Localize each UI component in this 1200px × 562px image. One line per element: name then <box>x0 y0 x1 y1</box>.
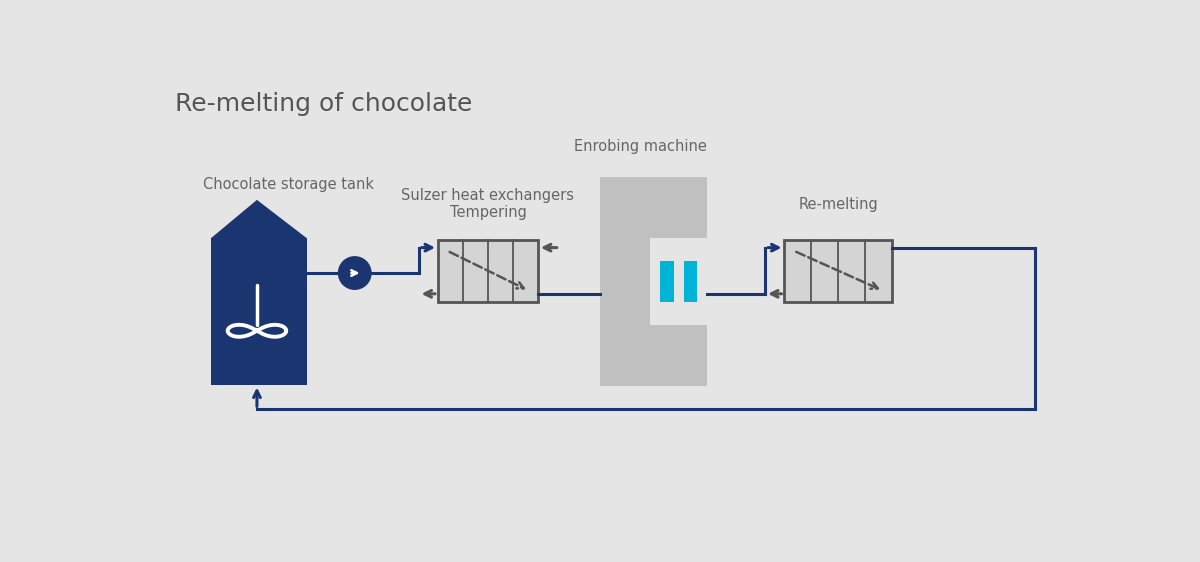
FancyBboxPatch shape <box>684 261 697 302</box>
Text: Re-melting: Re-melting <box>798 197 878 212</box>
Circle shape <box>338 256 372 290</box>
Text: Enrobing machine: Enrobing machine <box>574 139 707 153</box>
FancyBboxPatch shape <box>211 238 307 384</box>
FancyBboxPatch shape <box>660 261 674 302</box>
Polygon shape <box>600 177 708 386</box>
FancyBboxPatch shape <box>438 240 538 302</box>
Text: Sulzer heat exchangers: Sulzer heat exchangers <box>402 188 575 203</box>
Text: Chocolate storage tank: Chocolate storage tank <box>203 177 374 192</box>
Text: Tempering: Tempering <box>450 205 527 220</box>
Text: Re-melting of chocolate: Re-melting of chocolate <box>174 92 472 116</box>
Polygon shape <box>211 200 307 238</box>
FancyBboxPatch shape <box>785 240 893 302</box>
